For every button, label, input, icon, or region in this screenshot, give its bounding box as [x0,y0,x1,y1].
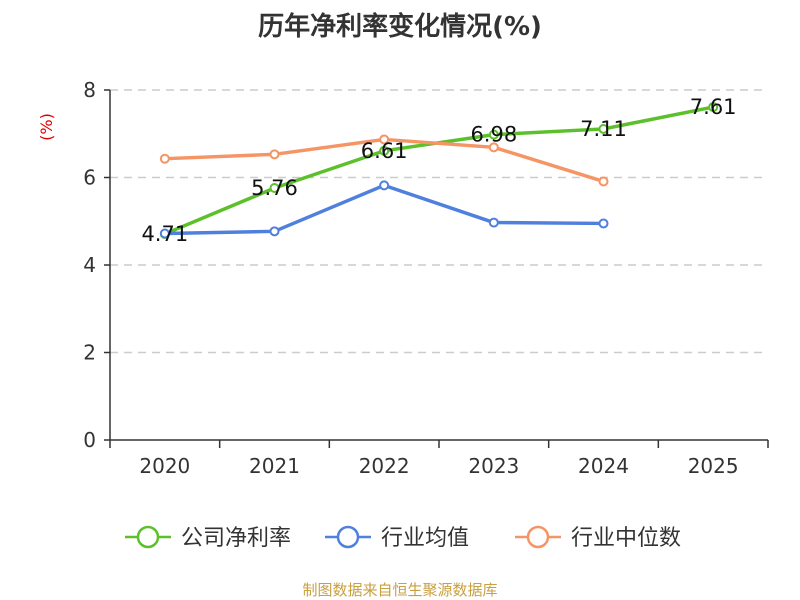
data-point [598,176,609,187]
data-point [488,129,499,140]
data-label: 6.98 [470,123,517,147]
y-unit-label: (%) [37,113,56,141]
data-point [269,183,280,193]
y-tick-label: 0 [83,428,96,452]
gridlines [110,89,768,354]
data-point [159,153,170,164]
x-tick-label: 2025 [688,454,739,478]
data-point [159,228,170,239]
data-label: 7.61 [690,95,737,119]
data-labels: 4.71 5.76 6.61 6.98 7.11 7.61 [141,95,736,246]
axes: 0 2 4 6 8 2020 2021 2022 2023 2024 2025 (%) [37,78,769,478]
data-label: 4.71 [141,222,188,246]
data-point [708,102,719,113]
x-tick-label: 2020 [139,454,190,478]
legend-marker [336,525,360,549]
x-tick-label: 2022 [359,454,410,478]
source-note: 制图数据来自恒生聚源数据库 [302,581,498,599]
data-label: 5.76 [251,176,298,200]
data-point [488,217,499,228]
y-tick-label: 2 [83,341,96,365]
y-tick-label: 6 [83,166,96,190]
series-1 [159,180,609,239]
data-point [379,134,390,145]
series-line [164,105,714,236]
data-point [488,142,499,153]
data-point [269,149,280,160]
legend-marker [136,525,160,549]
x-tick-label: 2021 [249,454,300,478]
data-point [598,218,609,229]
series-line [164,183,604,236]
series-2 [159,134,609,187]
y-tick-label: 4 [83,253,96,277]
x-tick-label: 2023 [468,454,519,478]
legend-item-2: 行业中位数 [515,525,681,551]
data-point [379,180,390,191]
legend-item-0: 公司净利率 [125,525,291,551]
x-tick-label: 2024 [578,454,629,478]
legend-label: 公司净利率 [181,526,291,551]
legend-item-1: 行业均值 [325,525,469,551]
data-point [269,226,280,237]
series-0 [159,102,719,239]
chart-title: 历年净利率变化情况(%) [258,12,542,42]
series-lines [159,102,719,239]
data-point [379,145,390,156]
data-label: 7.11 [580,117,627,141]
data-label: 6.61 [361,139,408,163]
legend-marker [526,525,550,549]
data-point [598,123,609,134]
legend: 公司净利率 行业均值 行业中位数 [125,525,681,551]
legend-label: 行业中位数 [571,526,681,551]
legend-label: 行业均值 [381,526,469,551]
y-tick-label: 8 [83,78,96,102]
